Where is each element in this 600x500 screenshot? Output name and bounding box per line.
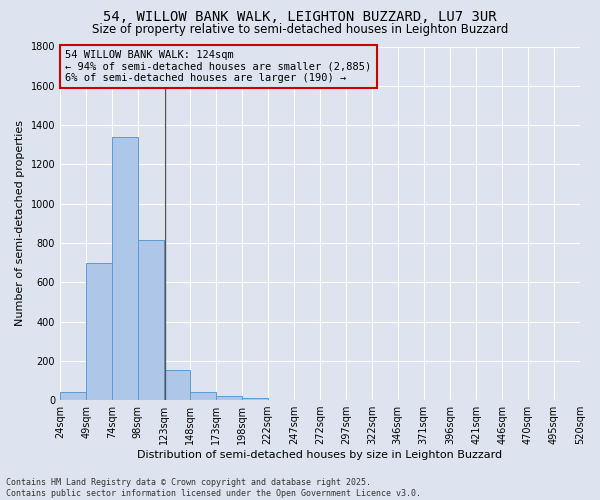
Y-axis label: Number of semi-detached properties: Number of semi-detached properties — [15, 120, 25, 326]
Text: Contains HM Land Registry data © Crown copyright and database right 2025.
Contai: Contains HM Land Registry data © Crown c… — [6, 478, 421, 498]
Bar — [137, 240, 164, 400]
Text: Size of property relative to semi-detached houses in Leighton Buzzard: Size of property relative to semi-detach… — [92, 22, 508, 36]
Bar — [242, 398, 268, 400]
Bar — [112, 137, 137, 400]
Text: 54 WILLOW BANK WALK: 124sqm
← 94% of semi-detached houses are smaller (2,885)
6%: 54 WILLOW BANK WALK: 124sqm ← 94% of sem… — [65, 50, 371, 83]
X-axis label: Distribution of semi-detached houses by size in Leighton Buzzard: Distribution of semi-detached houses by … — [137, 450, 503, 460]
Bar — [60, 392, 86, 400]
Bar — [216, 396, 242, 400]
Bar — [190, 392, 216, 400]
Bar — [86, 262, 112, 400]
Text: 54, WILLOW BANK WALK, LEIGHTON BUZZARD, LU7 3UR: 54, WILLOW BANK WALK, LEIGHTON BUZZARD, … — [103, 10, 497, 24]
Bar — [164, 370, 190, 400]
